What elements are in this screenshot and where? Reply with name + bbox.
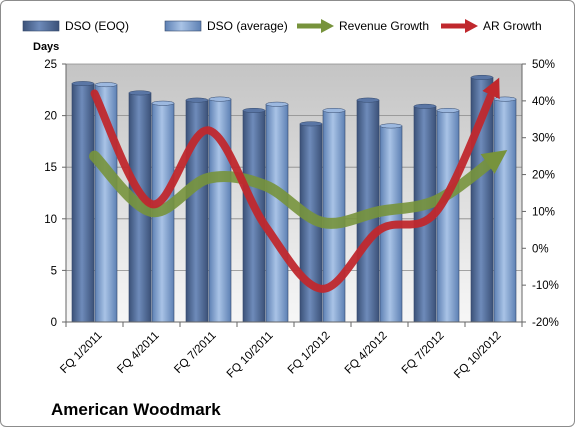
- x-tick-label: FQ 10/2011: [225, 330, 276, 381]
- y-tick-label: 0: [51, 317, 57, 329]
- y2-tick-label: 40%: [532, 96, 555, 108]
- bar-dso-average: [436, 110, 460, 323]
- legend-label: Revenue Growth: [339, 19, 429, 33]
- y-tick-label: 20: [44, 111, 57, 123]
- legend-swatch: [22, 20, 60, 32]
- y2-tick-label: -10%: [532, 280, 559, 292]
- bar-top-dso-average: [436, 107, 460, 113]
- y2-tick-label: 50%: [532, 59, 555, 71]
- bar-dso-average: [265, 103, 289, 323]
- y-tick-label: 25: [44, 59, 57, 71]
- bar-top-dso-average: [493, 96, 517, 102]
- growth-lines: [89, 77, 508, 293]
- bar-top-dso-eoq: [185, 97, 209, 103]
- bar-top-dso-eoq: [242, 107, 266, 113]
- bar-top-dso-eoq: [356, 97, 380, 103]
- bar-top-dso-average: [379, 123, 403, 129]
- y-tick-label: 5: [51, 265, 57, 277]
- bar-top-dso-average: [322, 107, 346, 113]
- bar-top-dso-average: [151, 100, 175, 106]
- legend-arrow-icon: [321, 19, 334, 33]
- line-revenue-growth: [89, 150, 508, 229]
- x-tick-label: FQ 1/2012: [286, 330, 333, 377]
- legend-arrow-icon: [465, 19, 478, 33]
- legend-label: DSO (average): [207, 19, 288, 33]
- bars: [71, 74, 517, 323]
- bar-top-dso-eoq: [71, 81, 95, 87]
- y2-tick-label: 10%: [532, 206, 555, 218]
- x-tick-label: FQ 1/2011: [58, 330, 104, 376]
- y2-tick-label: 20%: [532, 170, 555, 182]
- bar-top-dso-average: [94, 82, 118, 88]
- bar-top-dso-eoq: [299, 121, 323, 127]
- legend-item-revenue-growth: Revenue Growth: [297, 19, 429, 33]
- y2-tick-label: 30%: [532, 133, 555, 145]
- bar-top-dso-average: [208, 96, 232, 102]
- legend-label: DSO (EOQ): [65, 19, 129, 33]
- x-tick-label: FQ 7/2011: [172, 330, 218, 376]
- legend-item-dso-average: DSO (average): [164, 19, 288, 33]
- y-axis-title: Days: [33, 41, 59, 53]
- x-tick-label: FQ 7/2012: [400, 330, 447, 377]
- x-tick-label: FQ 10/2012: [452, 330, 503, 381]
- y-tick-label: 10: [44, 214, 57, 226]
- bar-top-dso-eoq: [128, 90, 152, 96]
- bar-dso-eoq: [71, 83, 95, 323]
- bar-top-dso-eoq: [470, 74, 494, 80]
- legend-swatch: [164, 20, 202, 32]
- legend-item-dso-eoq: DSO (EOQ): [22, 19, 129, 33]
- x-tick-label: FQ 4/2011: [115, 330, 161, 376]
- bar-dso-average: [493, 98, 517, 323]
- x-tick-label: FQ 4/2012: [343, 330, 390, 377]
- legend-label: AR Growth: [483, 19, 542, 33]
- legend-item-ar-growth: AR Growth: [441, 19, 542, 33]
- company-title: American Woodmark: [51, 400, 221, 419]
- y2-tick-label: -20%: [532, 317, 559, 329]
- y2-tick-label: 0%: [532, 243, 549, 255]
- bar-top-dso-average: [265, 101, 289, 107]
- y-tick-label: 15: [44, 162, 57, 174]
- legend: DSO (EOQ) DSO (average) Revenue Growth AR G…: [22, 19, 542, 33]
- bar-top-dso-eoq: [413, 103, 437, 109]
- line-ar-growth: [90, 77, 500, 293]
